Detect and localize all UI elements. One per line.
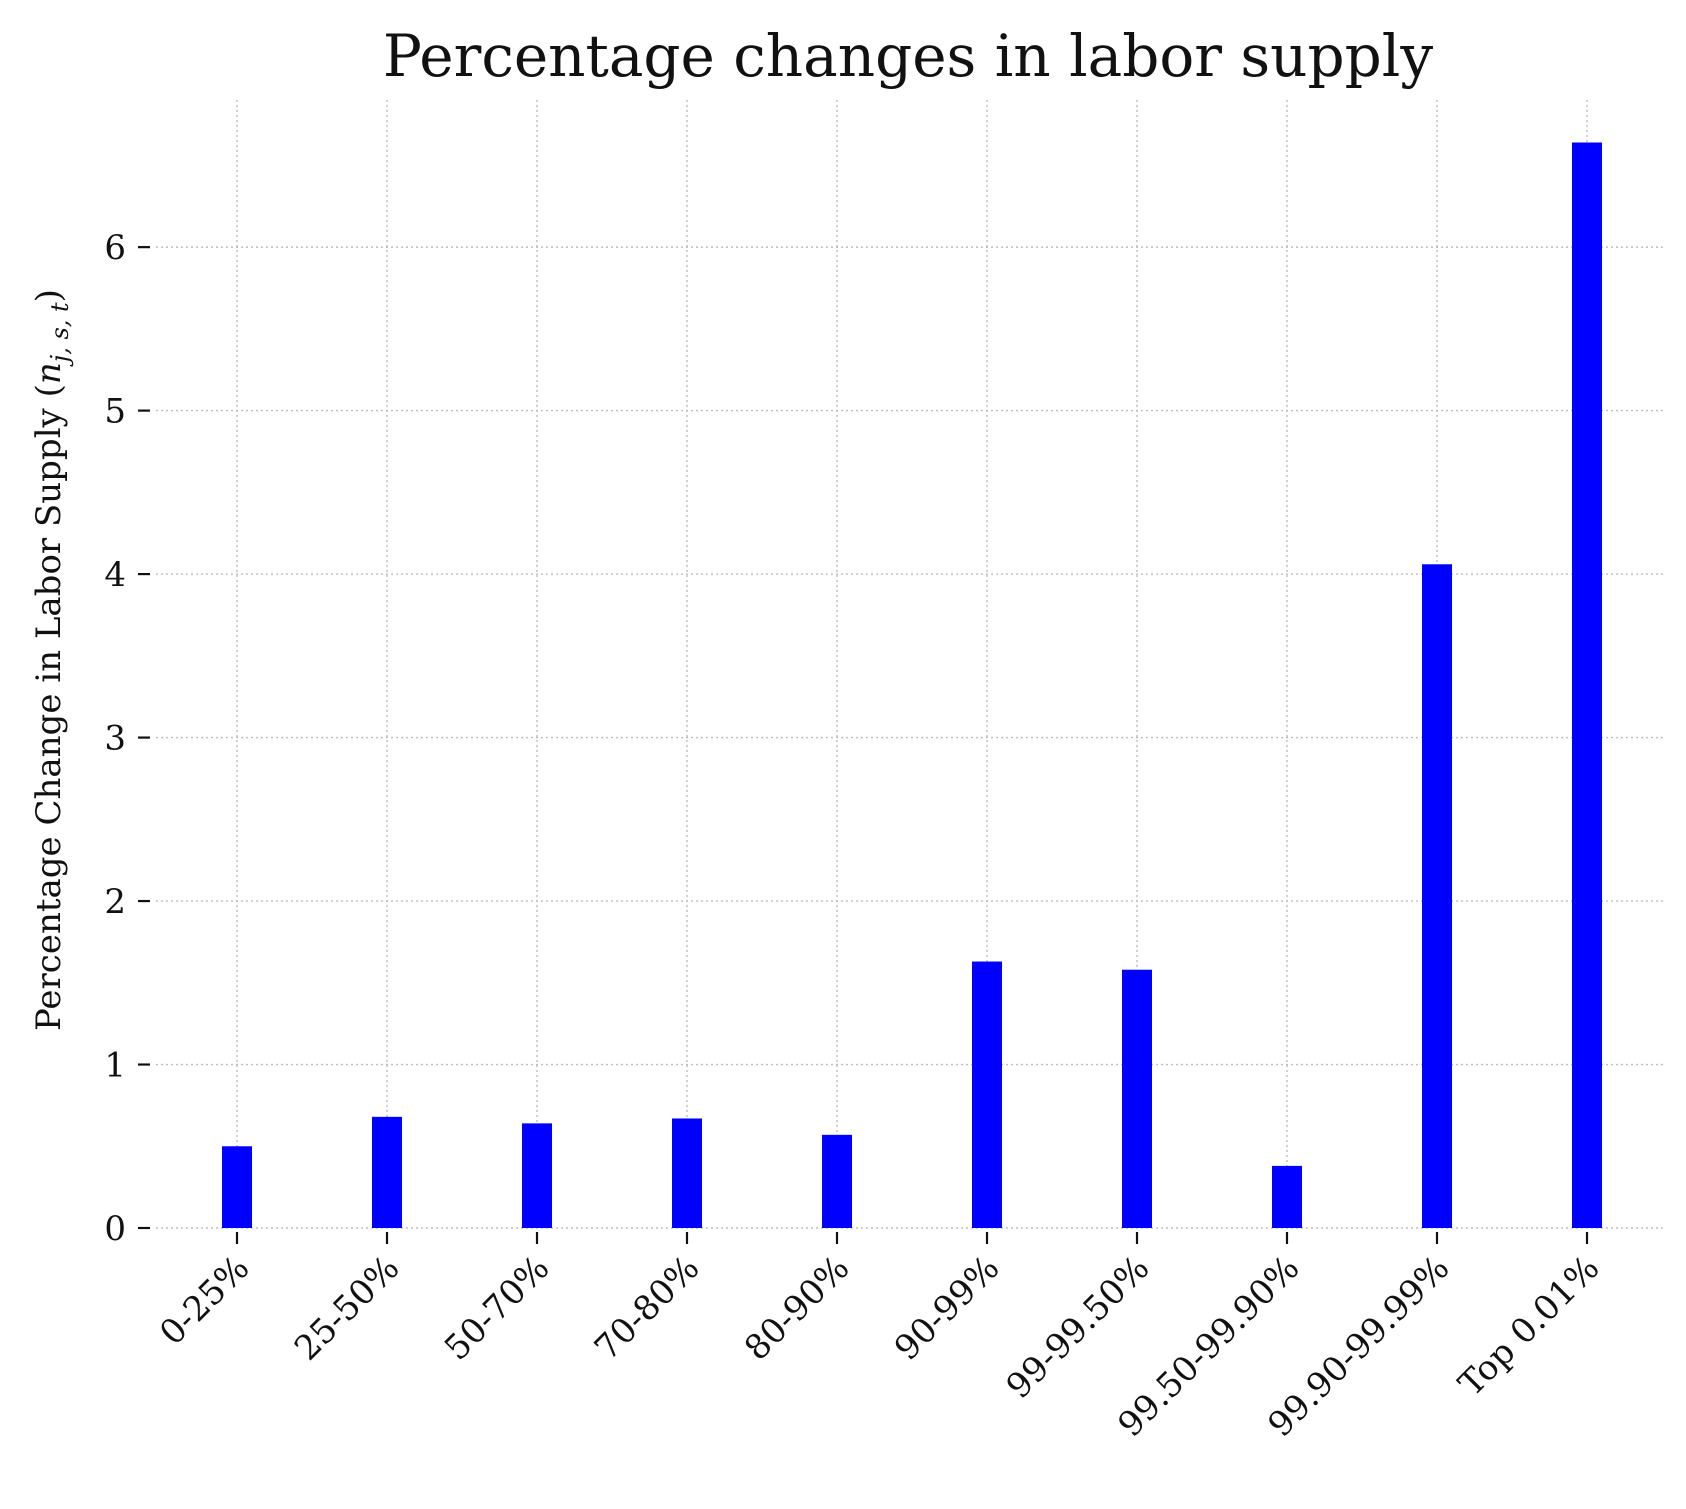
bar-9	[1572, 142, 1602, 1228]
x-tick-label-6: 99-99.50%	[999, 1248, 1158, 1407]
y-tick-label-5: 5	[104, 392, 126, 432]
x-tick-label-3: 70-80%	[587, 1248, 707, 1368]
y-axis-label: Percentage Change in Labor Supply (nj, s…	[29, 289, 74, 1031]
x-tick-label-0: 0-25%	[152, 1248, 257, 1353]
x-tick-label-1: 25-50%	[287, 1248, 407, 1368]
bar-2	[522, 1123, 552, 1228]
bar-1	[372, 1116, 402, 1228]
bar-7	[1272, 1165, 1302, 1228]
y-tick-label-4: 4	[104, 555, 126, 595]
bar-0	[222, 1146, 252, 1228]
bar-4	[822, 1134, 852, 1228]
bar-6	[1122, 969, 1152, 1228]
y-axis-label-variable: n	[29, 362, 69, 384]
x-axis: 0-25% 25-50% 50-70% 70-80% 80-90% 90-99%99-99…	[152, 1232, 1607, 1445]
x-tick-label-9: Top 0.01%	[1451, 1248, 1607, 1404]
x-tick-label-4: 80-90%	[737, 1248, 857, 1368]
x-tick-label-5: 90-99%	[887, 1248, 1007, 1368]
bar-8	[1422, 564, 1452, 1228]
x-tick-label-2: 50-70%	[437, 1248, 557, 1368]
y-tick-label-1: 1	[104, 1046, 126, 1086]
y-tick-label-2: 2	[104, 882, 126, 922]
chart-title: Percentage changes in labor supply	[383, 22, 1433, 90]
y-tick-label-0: 0	[104, 1209, 126, 1249]
y-tick-label-6: 6	[104, 228, 126, 268]
bar-5	[972, 961, 1002, 1228]
y-axis-label-prefix: Percentage Change in Labor Supply (	[29, 384, 69, 1031]
y-axis: 0 1 2 3 4 5 6	[104, 228, 150, 1249]
y-axis-label-subscript: j, s, t	[46, 302, 74, 367]
bars	[222, 142, 1602, 1228]
y-axis-label-suffix: )	[29, 289, 69, 302]
y-tick-label-3: 3	[104, 719, 126, 759]
bar-3	[672, 1118, 702, 1228]
